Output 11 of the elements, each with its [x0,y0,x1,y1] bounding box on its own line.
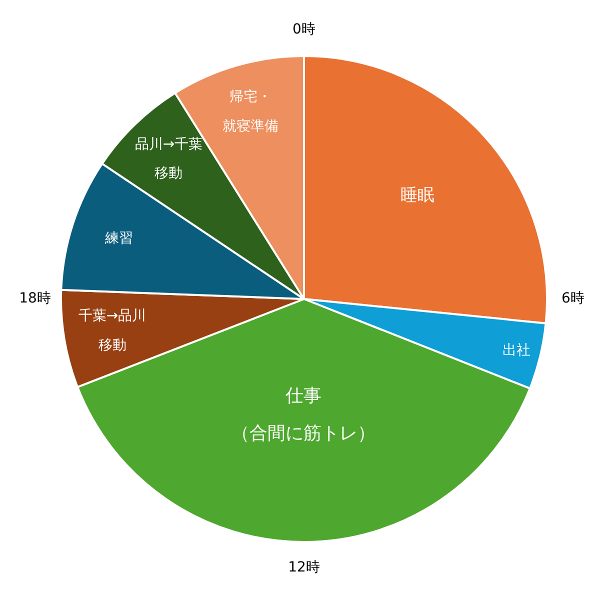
text: 6時 [562,290,584,307]
slice-label: 品川→千葉移動 [134,136,203,182]
slice-label: 帰宅・就寝準備 [222,89,278,134]
slice-label: 仕事（合間に筋トレ） [232,385,376,444]
slice-label: 睡眠 [400,186,435,206]
text: 18時 [19,290,51,307]
slice-label: 千葉→品川移動 [78,308,146,354]
text: 0時 [292,22,316,38]
text: 12時 [288,560,320,576]
slice-label: 出社 [502,342,530,358]
slice-label: 練習 [104,230,134,247]
